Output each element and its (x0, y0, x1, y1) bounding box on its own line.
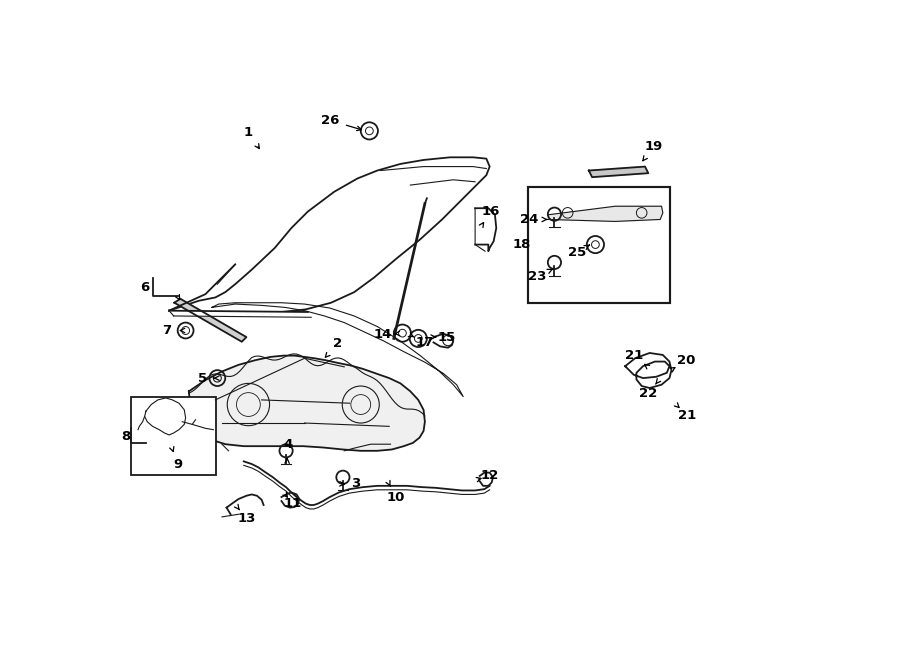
Text: 16: 16 (482, 205, 500, 218)
Text: 3: 3 (352, 477, 361, 490)
Text: 18: 18 (512, 238, 531, 251)
Text: 25: 25 (568, 246, 586, 259)
Polygon shape (169, 157, 490, 312)
Bar (528, 187, 670, 303)
Text: 11: 11 (284, 497, 302, 510)
Text: 5: 5 (198, 371, 207, 385)
Text: 15: 15 (437, 330, 455, 344)
Text: 19: 19 (644, 140, 662, 153)
Text: 21: 21 (678, 408, 696, 422)
Text: 7: 7 (163, 324, 172, 337)
Text: 13: 13 (238, 512, 256, 525)
Polygon shape (589, 167, 648, 177)
Text: 24: 24 (520, 213, 538, 226)
Text: 10: 10 (387, 490, 405, 504)
Text: 6: 6 (140, 281, 149, 294)
Text: 26: 26 (320, 114, 339, 127)
Text: 20: 20 (678, 354, 696, 367)
Text: 12: 12 (481, 469, 499, 483)
Text: 23: 23 (528, 270, 546, 283)
Text: 9: 9 (173, 457, 182, 471)
Text: 14: 14 (374, 328, 392, 341)
Text: 8: 8 (122, 430, 130, 443)
Text: 21: 21 (625, 349, 643, 362)
Polygon shape (548, 206, 662, 221)
Text: 22: 22 (639, 387, 657, 400)
Polygon shape (189, 356, 425, 451)
Bar (131, 397, 216, 475)
Text: 1: 1 (244, 126, 253, 139)
Text: 2: 2 (333, 337, 342, 350)
Text: 4: 4 (284, 438, 292, 451)
Polygon shape (169, 311, 311, 317)
Polygon shape (212, 303, 464, 397)
Polygon shape (175, 299, 247, 342)
Text: 17: 17 (416, 336, 434, 349)
